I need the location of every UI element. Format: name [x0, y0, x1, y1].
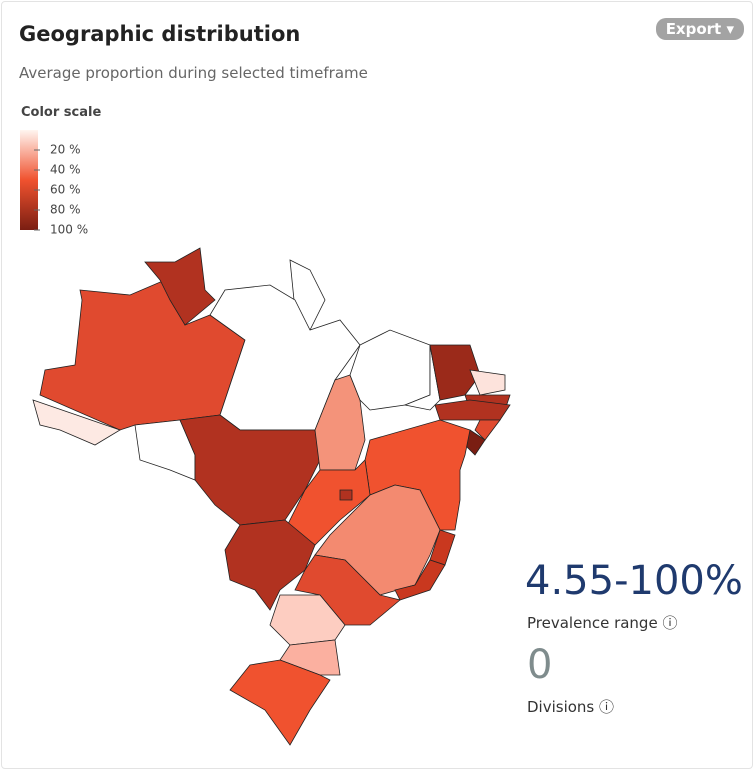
title: Geographic distribution: [19, 22, 301, 46]
export-button[interactable]: Export ▾: [655, 18, 744, 40]
state: [284, 459, 371, 546]
state: [32, 399, 121, 446]
state: [434, 399, 511, 421]
state: [39, 279, 246, 431]
state: [349, 329, 431, 411]
state: [294, 554, 401, 626]
state: [279, 639, 341, 676]
state: [229, 659, 331, 746]
color-bar: [20, 130, 38, 230]
state: [179, 414, 321, 526]
divisions-value: 0: [527, 642, 553, 688]
divisions-label-text: Divisions: [527, 698, 595, 716]
states: [32, 247, 511, 746]
subtitle: Average proportion during selected timef…: [19, 64, 368, 82]
scale-label: 40 %: [50, 163, 81, 177]
range-value: 4.55-100%: [525, 558, 743, 604]
scale-label: 60 %: [50, 183, 81, 197]
state: [144, 247, 216, 326]
scale-title: Color scale: [21, 105, 102, 120]
range-label-text: Prevalence range: [527, 614, 658, 632]
state: [429, 344, 481, 401]
state: [469, 369, 506, 396]
scale-label: 80 %: [50, 203, 81, 217]
range-label: Prevalence range ⓘ: [527, 614, 678, 632]
scale-label: 100 %: [50, 223, 88, 237]
state: [339, 489, 353, 501]
scale-label: 20 %: [50, 143, 81, 157]
export-label[interactable]: Export: [665, 20, 722, 38]
state: [224, 519, 316, 611]
divisions-label: Divisions ⓘ: [527, 698, 615, 716]
